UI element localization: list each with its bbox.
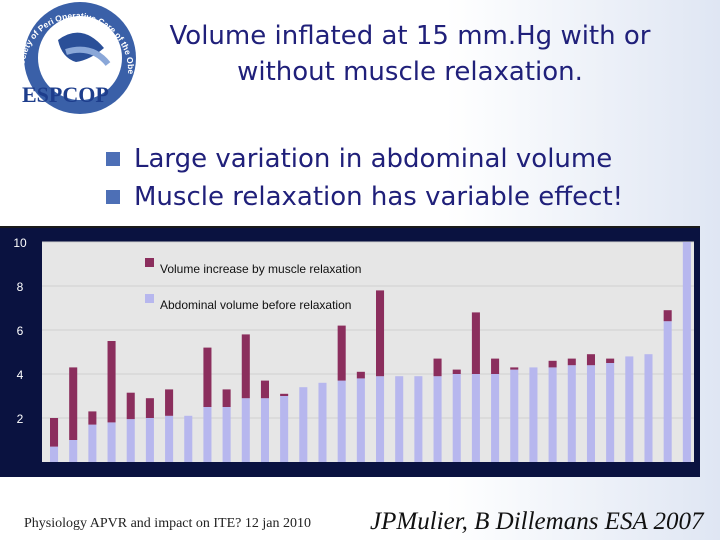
chart-frame: 2 4 6 8 10 Volume increase by muscle relaxati… xyxy=(0,226,700,477)
bar-base xyxy=(356,378,365,462)
bar-increase xyxy=(126,392,135,420)
bar-increase xyxy=(606,358,615,363)
bar-increase xyxy=(69,367,78,440)
legend-label-base: Abdominal volume before relaxation xyxy=(160,298,351,312)
bar-base xyxy=(260,398,269,462)
bar-base xyxy=(299,387,308,462)
bar-increase xyxy=(376,290,385,377)
bullet-text: Muscle relaxation has variable effect! xyxy=(134,182,624,212)
y-tick-label: 10 xyxy=(13,236,27,250)
y-tick-label: 8 xyxy=(17,280,24,294)
bar-increase xyxy=(280,393,289,396)
bar-base xyxy=(184,415,193,462)
bar-base xyxy=(50,446,59,462)
bar-base xyxy=(126,419,135,462)
volume-bar-chart: 2 4 6 8 10 Volume increase by muscle relaxati… xyxy=(13,236,694,462)
legend-swatch-base xyxy=(145,294,154,303)
footer-left: Physiology APVR and impact on ITE? 12 ja… xyxy=(24,516,311,531)
bar-base xyxy=(318,382,327,462)
bar-increase xyxy=(491,358,500,374)
bullet-square-icon xyxy=(106,152,120,166)
bullet-square-icon xyxy=(106,190,120,204)
bar-increase xyxy=(452,369,461,374)
bar-base xyxy=(69,440,78,462)
bar-increase xyxy=(471,312,480,374)
bar-base xyxy=(452,374,461,462)
bullet-text: Large variation in abdominal volume xyxy=(134,144,613,174)
bar-base xyxy=(548,367,557,462)
bar-base xyxy=(165,415,174,462)
title-line-1: Volume inflated at 15 mm.Hg with or xyxy=(169,21,651,51)
bar-base xyxy=(663,321,672,462)
bar-increase xyxy=(241,334,250,399)
bar-base xyxy=(395,376,404,462)
bar-base xyxy=(280,396,289,462)
bar-base xyxy=(414,376,423,462)
bullet-item: Muscle relaxation has variable effect! xyxy=(102,178,702,216)
bar-increase xyxy=(356,371,365,379)
legend-label-increase: Volume increase by muscle relaxation xyxy=(160,262,361,276)
bar-increase xyxy=(548,360,557,368)
y-tick-label: 6 xyxy=(17,324,24,338)
bar-base xyxy=(88,424,97,462)
bar-increase xyxy=(433,358,442,377)
bar-base xyxy=(433,376,442,462)
plot-area xyxy=(42,242,694,462)
y-tick-label: 2 xyxy=(17,412,24,426)
bullet-item: Large variation in abdominal volume xyxy=(102,140,702,178)
bar-base xyxy=(145,418,154,462)
logo-name: ESPCOP xyxy=(22,82,109,107)
bar-base xyxy=(567,365,576,462)
legend-swatch-increase xyxy=(145,258,154,267)
bar-increase xyxy=(107,341,116,423)
bar-base xyxy=(376,376,385,462)
bar-base xyxy=(222,407,231,462)
bar-base xyxy=(606,363,615,462)
bar-increase xyxy=(567,358,576,366)
bar-increase xyxy=(337,325,346,381)
bar-increase xyxy=(586,354,595,366)
bar-base xyxy=(337,380,346,462)
footer-authors: JPMulier, B Dillemans ESA 2007 xyxy=(370,508,704,535)
bar-increase xyxy=(510,367,519,370)
bullet-list: Large variation in abdominal volume Musc… xyxy=(102,140,702,216)
bar-increase xyxy=(50,418,59,447)
bar-base xyxy=(107,422,116,462)
bar-base xyxy=(510,369,519,462)
espcop-logo: European Society of Peri Operative Care … xyxy=(0,0,150,120)
bar-increase xyxy=(88,411,97,425)
bar-increase xyxy=(165,389,174,416)
title-line-2: without muscle relaxation. xyxy=(237,57,583,87)
bar-base xyxy=(203,407,212,462)
bar-increase xyxy=(222,389,231,407)
bar-base xyxy=(491,374,500,462)
bar-increase xyxy=(203,347,212,407)
y-tick-label: 4 xyxy=(17,368,24,382)
bar-base xyxy=(471,374,480,462)
bar-base xyxy=(529,367,538,462)
bar-base xyxy=(644,354,653,462)
bar-base xyxy=(241,398,250,462)
bar-base xyxy=(625,356,634,462)
bar-base xyxy=(586,365,595,462)
bar-increase xyxy=(145,398,154,418)
bar-base xyxy=(682,242,691,462)
bar-increase xyxy=(663,310,672,322)
slide-title: Volume inflated at 15 mm.Hg with or with… xyxy=(130,18,690,90)
bar-increase xyxy=(260,380,269,399)
